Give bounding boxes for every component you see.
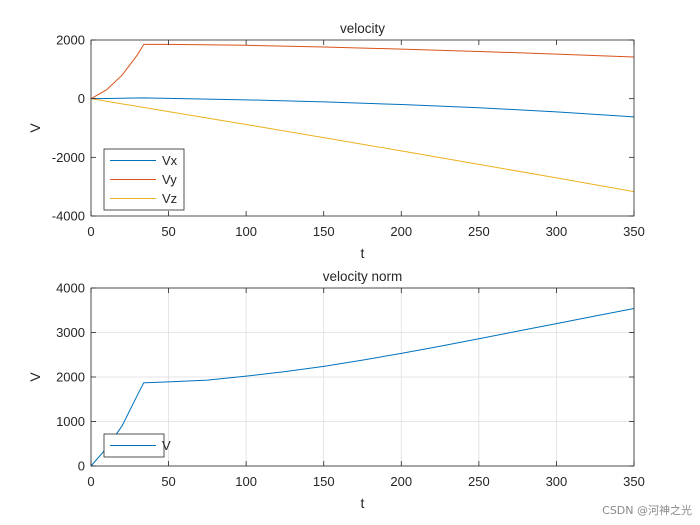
x-tick-label: 50 <box>161 474 175 489</box>
series-line-vx <box>90 97 635 118</box>
series-line-vy <box>90 43 635 100</box>
x-tick-label: 100 <box>235 224 257 239</box>
watermark: CSDN @河神之光 <box>602 504 692 517</box>
chart-1: 0 50 100 150 200 250 300 350 -4000 -2000 0 2000 velo… <box>27 21 645 261</box>
x-tick-label: 300 <box>546 474 568 489</box>
x-tick-label: 300 <box>546 224 568 239</box>
y-tick-label: 2000 <box>56 370 85 385</box>
axes-box <box>90 39 635 217</box>
series-line-vz <box>90 98 635 193</box>
x-tick-label: 150 <box>313 224 335 239</box>
y-tick-label: -4000 <box>52 209 85 224</box>
x-tick-label: 250 <box>468 474 490 489</box>
chart-2: 0 50 100 150 200 250 300 350 0 1000 2000 3000 4000 ve… <box>27 269 645 511</box>
legend-label-vy: Vy <box>162 172 177 187</box>
x-axis-label: t <box>361 245 365 261</box>
x-tick-label: 100 <box>235 474 257 489</box>
y-tick-label: 0 <box>78 459 85 474</box>
x-tick-label: 150 <box>313 474 335 489</box>
x-tick-label: 0 <box>87 474 94 489</box>
y-tick-label: 4000 <box>56 281 85 296</box>
x-tick-label: 350 <box>623 474 645 489</box>
legend-label-vz: Vz <box>162 191 177 206</box>
y-tick-label: 0 <box>78 91 85 106</box>
y-tick-label: 2000 <box>56 33 85 48</box>
series-line-v <box>90 307 635 467</box>
x-tick-label: 200 <box>390 224 412 239</box>
y-axis-label: V <box>27 372 43 382</box>
x-axis-label: t <box>361 495 365 511</box>
chart-title: velocity <box>340 21 385 36</box>
legend: V <box>103 433 171 458</box>
chart-title: velocity norm <box>323 269 403 284</box>
y-axis-label: V <box>27 123 43 133</box>
y-tick-label: 1000 <box>56 414 85 429</box>
x-tick-label: 50 <box>161 224 175 239</box>
x-tick-label: 0 <box>87 224 94 239</box>
x-tick-label: 350 <box>623 224 645 239</box>
y-tick-label: 3000 <box>56 325 85 340</box>
x-tick-label: 250 <box>468 224 490 239</box>
legend: Vx Vy Vz <box>103 148 185 211</box>
legend-label-v: V <box>162 438 171 453</box>
x-tick-label: 200 <box>390 474 412 489</box>
y-tick-label: -2000 <box>52 150 85 165</box>
legend-label-vx: Vx <box>162 153 178 168</box>
